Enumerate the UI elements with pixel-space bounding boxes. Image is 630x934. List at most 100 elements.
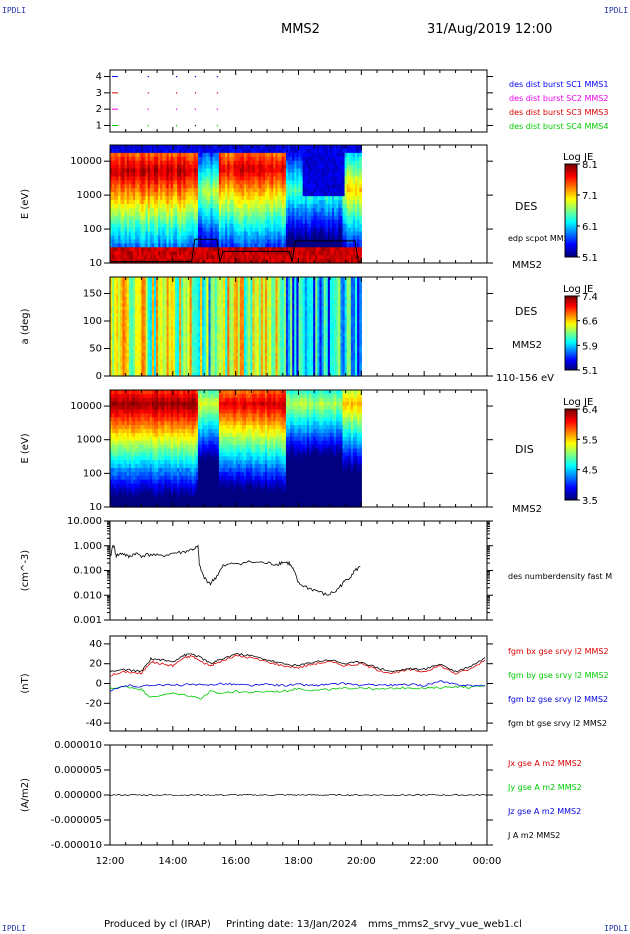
spectrogram-cell (120, 180, 124, 185)
spectrogram-cell (181, 283, 184, 288)
spectrogram-cell (355, 192, 358, 197)
spectrogram-cell (208, 243, 212, 248)
spectrogram-cell (262, 204, 266, 209)
spectrogram-cell (258, 192, 262, 197)
spectrogram-cell (235, 152, 239, 158)
spectrogram-cell (296, 196, 300, 201)
spectrogram-cell (241, 176, 245, 181)
spectrogram-cell (264, 152, 268, 158)
spectrogram-cell (133, 251, 136, 256)
spectrogram-cell (181, 293, 184, 298)
spectrogram-cell (348, 156, 352, 162)
spectrogram-cell (260, 204, 264, 209)
spectrogram-cell (262, 235, 266, 240)
spectrogram-cell (130, 204, 134, 209)
spectrogram-cell (304, 148, 308, 154)
spectrogram-cell (197, 148, 201, 154)
spectrogram-cell (229, 251, 233, 256)
spectrogram-cell (183, 310, 186, 314)
spectrogram-cell (308, 172, 312, 178)
spectrogram-cell (275, 247, 279, 252)
spectrogram-cell (185, 329, 189, 334)
spectrogram-cell (160, 192, 163, 197)
spectrogram-cell (137, 168, 140, 174)
spectrogram-cell (170, 323, 174, 328)
spectrogram-cell (221, 207, 224, 213)
spectrogram-cell (267, 148, 270, 154)
spectrogram-cell (313, 227, 316, 233)
spectrogram-cell (329, 247, 333, 252)
spectrogram-cell (141, 296, 145, 301)
spectrogram-cell (235, 239, 239, 244)
spectrogram-cell (271, 180, 274, 185)
spectrogram-cell (275, 184, 279, 189)
spectrogram-cell (179, 200, 182, 205)
spectrogram-cell (218, 251, 222, 256)
spectrogram-cell (225, 251, 228, 256)
spectrogram-cell (149, 277, 153, 281)
spectrogram-cell (179, 223, 182, 229)
spectrogram-cell (250, 223, 254, 229)
spectrogram-cell (279, 148, 283, 154)
spectrogram-cell (225, 211, 228, 217)
spectrogram-cell (352, 223, 356, 229)
spectrogram-cell (135, 290, 138, 295)
spectrogram-cell (164, 192, 168, 197)
spectrogram-cell (126, 251, 130, 256)
spectrogram-cell (149, 356, 153, 361)
spectrogram-cell (202, 176, 205, 181)
spectrogram-cell (170, 204, 174, 209)
spectrogram-cell (128, 359, 132, 364)
spectrogram-cell (210, 247, 214, 252)
spectrogram-cell (156, 336, 159, 341)
spectrogram-cell (177, 172, 180, 178)
spectrogram-cell (145, 326, 149, 331)
spectrogram-cell (214, 207, 218, 213)
spectrogram-cell (185, 231, 189, 237)
spectrogram-cell (177, 326, 180, 331)
spectrogram-cell (214, 215, 218, 221)
spectrogram-cell (227, 251, 230, 256)
spectrogram-cell (118, 239, 122, 244)
spectrogram-cell (179, 303, 182, 308)
spectrogram-cell (223, 215, 226, 221)
spectrogram-cell (212, 152, 216, 158)
spectrogram-cell (239, 239, 243, 244)
spectrogram-cell (185, 293, 189, 298)
spectrogram-cell (262, 259, 266, 264)
spectrogram-cell (344, 152, 348, 158)
spectrogram-cell (114, 290, 117, 295)
spectrogram-cell (135, 219, 138, 225)
spectrogram-cell (225, 231, 228, 237)
spectrogram-cell (332, 207, 335, 213)
spectrogram-cell (357, 200, 360, 205)
spectrogram-cell (218, 207, 222, 213)
spectrogram-cell (264, 180, 268, 185)
spectrogram-cell (158, 339, 161, 344)
spectrogram-cell (187, 168, 191, 174)
spectrogram-cell (174, 306, 178, 311)
spectrogram-cell (158, 164, 161, 170)
spectrogram-cell (350, 180, 354, 185)
spectrogram-cell (122, 283, 126, 288)
spectrogram-cell (302, 207, 306, 213)
spectrogram-cell (120, 290, 124, 295)
spectrogram-cell (170, 369, 174, 374)
spectrogram-cell (267, 168, 270, 174)
spectrogram-cell (359, 223, 362, 229)
spectrogram-cell (275, 235, 279, 240)
spectrogram-cell (118, 196, 122, 201)
spectrogram-cell (210, 152, 214, 158)
spectrogram-cell (279, 145, 283, 150)
spectrogram-cell (350, 251, 354, 256)
spectrogram-cell (162, 336, 166, 341)
spectrogram-cell (189, 164, 193, 170)
spectrogram-cell (168, 196, 172, 201)
spectrogram-cell (162, 366, 166, 370)
spectrogram-cell (120, 164, 124, 170)
spectrogram-cell (195, 188, 199, 193)
spectrogram-cell (225, 148, 228, 154)
spectrogram-cell (118, 283, 122, 288)
des-energy-y-axis-label: E (eV) (20, 189, 31, 219)
spectrogram-cell (177, 336, 180, 341)
